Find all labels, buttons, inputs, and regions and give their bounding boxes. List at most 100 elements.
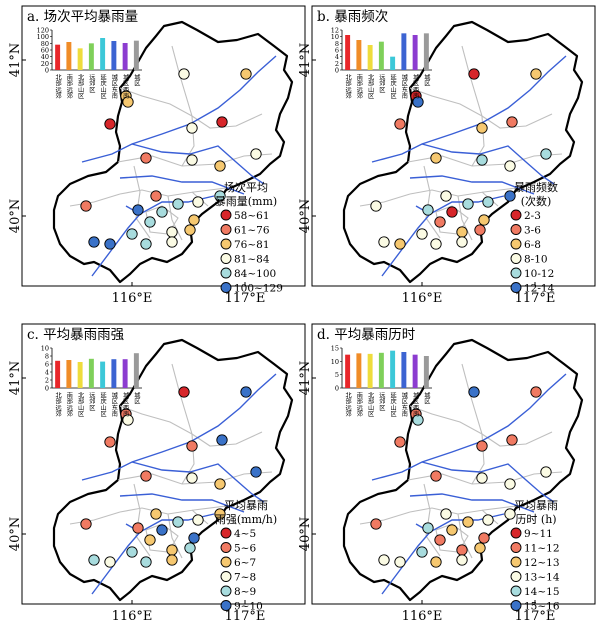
station-marker [104, 238, 116, 250]
station-marker [422, 522, 434, 534]
legend-label: 13~14 [524, 572, 560, 584]
station-marker [446, 524, 458, 536]
station-marker [166, 236, 178, 248]
bar-y-tick-label: 0 [335, 67, 339, 75]
bar [423, 33, 429, 70]
bar-category-label: 城区东南 [110, 392, 117, 417]
station-marker [504, 508, 516, 520]
station-marker [104, 118, 116, 130]
station-marker [412, 414, 424, 426]
bar [345, 35, 351, 70]
beijing-boundary [342, 20, 584, 284]
bar-y-tick-label: 6 [335, 47, 339, 55]
panel-title: c. 平均暴雨雨强 [27, 327, 125, 343]
bar-category-label: 城区东南 [110, 74, 117, 99]
legend-swatch [510, 209, 522, 221]
legend: 平均暴雨历时 (h) 9~11 11~12 12~13 13~14 14~15 15~16 [510, 499, 560, 613]
district-boundary [69, 511, 121, 525]
bar [55, 360, 61, 388]
legend-swatch [220, 585, 232, 597]
legend-swatch [220, 282, 232, 293]
bar [367, 45, 373, 70]
station-marker [506, 434, 518, 446]
station-marker [378, 554, 390, 566]
legend-label: 8-10 [524, 254, 548, 266]
station-marker [214, 160, 226, 172]
bar [390, 350, 396, 388]
bar-category-label: 北部山区 [367, 391, 374, 417]
legend-swatch [220, 209, 232, 221]
legend-label: 76~81 [234, 239, 270, 251]
bar-y-tick-label: 2 [335, 60, 339, 68]
legend-swatch [220, 253, 232, 264]
bar-category-label: 城区 [133, 74, 140, 87]
beijing-boundary [52, 338, 294, 602]
lat-label: 40°N [8, 199, 23, 233]
district-boundary [435, 205, 469, 235]
station-marker [506, 116, 518, 128]
district-boundary [457, 195, 473, 241]
station-marker [250, 148, 262, 160]
station-marker [504, 190, 516, 202]
station-marker [482, 514, 494, 526]
station-marker [186, 154, 198, 166]
station-marker [88, 236, 100, 248]
bar-category-label: 南部远郊 [355, 73, 362, 100]
station-marker [412, 96, 424, 108]
bar-category-label: 北部山区 [77, 391, 84, 417]
station-marker [132, 204, 144, 216]
station-marker [446, 206, 458, 218]
bar-y-tick-label: 10 [331, 33, 339, 41]
beijing-boundary [52, 20, 294, 284]
bar [423, 356, 429, 388]
station-marker [370, 200, 382, 212]
station-marker [478, 532, 490, 544]
bar-y-tick-label: 0 [45, 67, 49, 75]
bar [122, 43, 128, 70]
bar [412, 354, 418, 388]
legend-swatch [220, 224, 232, 235]
district-boundary [171, 363, 263, 447]
station-marker [126, 546, 138, 558]
station-marker [172, 516, 184, 528]
legend-label: 100~129 [234, 283, 283, 295]
station-marker [156, 206, 168, 218]
lat-label: 41°N [298, 361, 313, 395]
legend-title-line2: 雨强(mm/h) [215, 513, 277, 526]
station-marker [150, 190, 162, 202]
station-marker [474, 542, 486, 554]
legend-swatch [220, 556, 232, 568]
station-marker [80, 518, 92, 530]
station-marker [394, 118, 406, 130]
station-marker [122, 96, 134, 108]
legend-label: 12-14 [524, 283, 555, 295]
legend-label: 7~8 [234, 572, 256, 584]
bar-y-tick-label: 5 [335, 371, 339, 379]
bar-y-tick-label: 100 [37, 33, 49, 41]
station-marker [434, 534, 446, 546]
legend-title-line2: 暴雨量(mm) [215, 195, 277, 208]
legend-label: 61~76 [234, 225, 270, 237]
bar-y-tick-label: 0 [45, 385, 49, 393]
station-marker [214, 478, 226, 490]
station-marker [456, 554, 468, 566]
bar-category-label: 城区 [423, 392, 430, 405]
legend-label: 3-6 [524, 225, 541, 237]
station-marker [504, 160, 516, 172]
bar-category-label: 延庆山区 [99, 73, 106, 99]
district-boundary [119, 87, 193, 117]
bar [77, 362, 83, 388]
bar-y-tick-label: 4 [45, 369, 49, 377]
district-boundary [171, 45, 263, 129]
bar [345, 354, 351, 388]
bar-y-tick-label: 20 [41, 60, 49, 68]
station-marker [188, 532, 200, 544]
legend-label: 9~11 [524, 528, 553, 540]
legend-title-line1: 场次平均 [224, 180, 268, 194]
panel-c: c. 平均暴雨雨强0246810北部远郊 南部远郊 北部山区 远郊区 延庆山区 城区东南城… [8, 323, 306, 624]
panel-title: d. 平均暴雨历时 [317, 327, 415, 343]
legend-swatch [220, 600, 232, 611]
legend-label: 15~16 [524, 601, 560, 613]
